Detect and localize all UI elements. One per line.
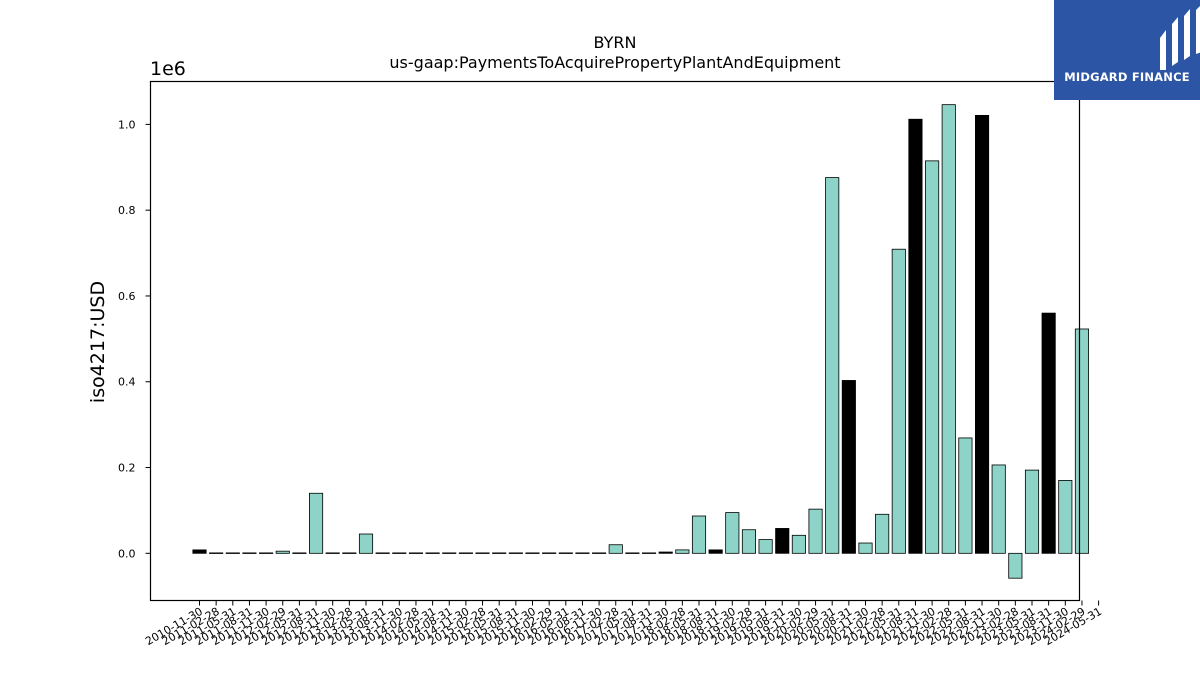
bar <box>1024 469 1040 554</box>
bar <box>925 160 940 554</box>
scale-label: 1e6 <box>150 58 186 80</box>
bar <box>1058 480 1073 554</box>
bar <box>725 512 740 554</box>
bar <box>259 552 274 554</box>
x-axis-ticks: 2010-11-302011-02-282011-05-312011-08-31… <box>143 600 1104 648</box>
bar <box>808 508 823 554</box>
bar <box>642 552 657 554</box>
bar <box>775 528 790 554</box>
bar <box>325 552 340 554</box>
bar <box>608 544 623 554</box>
midgard-finance-logo: MIDGARD FINANCE <box>1054 0 1200 100</box>
bar <box>908 118 923 554</box>
bar <box>758 539 773 554</box>
bar <box>209 552 224 554</box>
y-axis-ticks: 0.0 0.2 0.4 0.6 0.8 1.0 <box>118 118 151 560</box>
bar <box>1041 312 1056 554</box>
y-tick-label: 0.6 <box>118 290 136 303</box>
y-tick-label: 0.8 <box>118 204 136 217</box>
bars-group <box>192 104 1090 579</box>
bar <box>1074 328 1090 554</box>
y-tick-label: 0.0 <box>118 547 136 560</box>
bar <box>558 552 573 554</box>
bar <box>342 552 357 554</box>
y-tick-label: 0.2 <box>118 462 136 475</box>
y-tick-label: 1.0 <box>118 118 136 131</box>
bar <box>275 550 290 554</box>
bar <box>875 513 890 554</box>
bar <box>841 380 856 554</box>
bar <box>408 552 423 554</box>
bar <box>508 552 523 554</box>
midgard-logo-icon <box>1160 6 1200 70</box>
bar <box>492 552 507 554</box>
bar <box>425 552 440 554</box>
bar <box>525 552 540 554</box>
chart-subtitle: us-gaap:PaymentsToAcquirePropertyPlantAn… <box>389 53 840 72</box>
logo-text: MIDGARD FINANCE <box>1064 70 1190 84</box>
y-tick-label: 0.4 <box>118 376 136 389</box>
bar <box>975 114 990 554</box>
bar <box>458 552 473 554</box>
bar <box>858 542 873 554</box>
bar <box>791 534 806 554</box>
bar <box>675 549 690 554</box>
bar <box>941 104 956 554</box>
bar <box>741 529 756 554</box>
bar <box>392 552 407 554</box>
bar <box>242 552 257 554</box>
bar <box>442 552 457 554</box>
bar <box>1008 552 1023 579</box>
chart-title: BYRN <box>594 33 637 52</box>
bar <box>225 552 240 554</box>
bar <box>575 552 590 554</box>
plot-frame <box>149 80 1081 602</box>
bar <box>292 552 307 554</box>
bar <box>625 552 640 554</box>
bar <box>358 533 374 554</box>
bar <box>542 552 557 554</box>
bar <box>891 248 906 554</box>
bar <box>308 492 324 554</box>
bar <box>475 552 490 554</box>
bar <box>691 515 707 554</box>
bar <box>658 551 673 554</box>
bar <box>375 552 390 554</box>
bar <box>192 549 207 554</box>
bar <box>592 552 607 554</box>
bar <box>991 464 1006 554</box>
bar <box>825 177 840 554</box>
bar <box>958 437 973 554</box>
y-axis-label: iso4217:USD <box>87 281 109 403</box>
bar <box>708 549 723 554</box>
